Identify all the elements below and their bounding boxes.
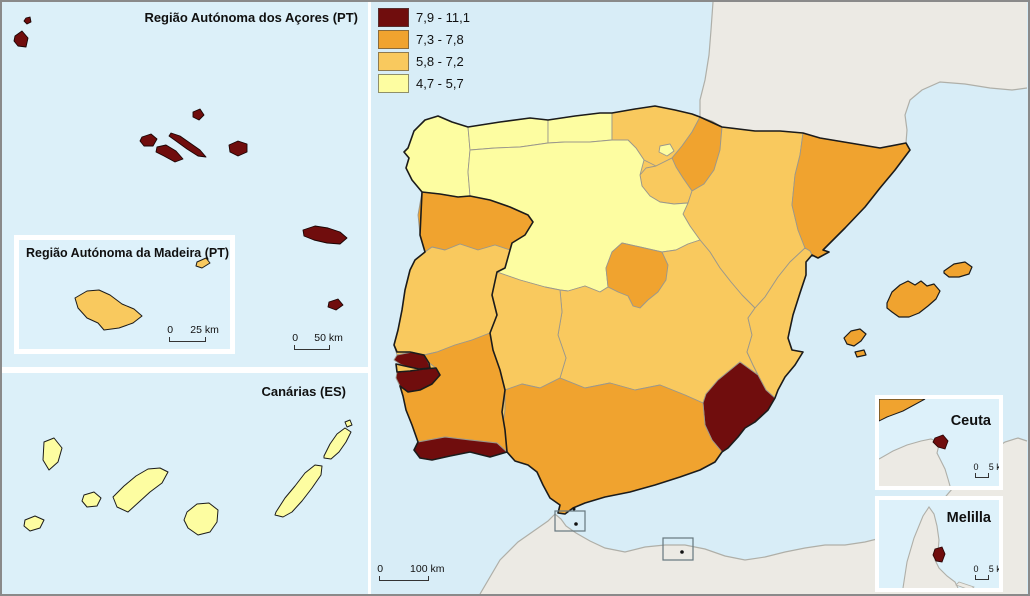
- scale-distance: 25 km: [190, 324, 219, 336]
- legend-row: 5,8 - 7,2: [378, 51, 470, 71]
- island-lanzarote: [323, 427, 352, 460]
- melilla-sea: Melilla 0 5 km: [879, 500, 999, 588]
- azores-map: [13, 16, 348, 311]
- island-mallorca: [886, 280, 941, 318]
- azores-title: Região Autónoma dos Açores (PT): [144, 10, 358, 25]
- region-galicia: [403, 115, 471, 198]
- island-sao-jorge: [168, 132, 207, 158]
- island-fuerteventura: [274, 464, 323, 518]
- legend-swatch-class3: [378, 51, 409, 71]
- coastal-spit: [955, 581, 975, 588]
- melilla-scalebar: 0 5 km: [973, 564, 999, 580]
- madeira-inset-panel: Região Autónoma da Madeira (PT) 0 25 km: [14, 235, 235, 354]
- melilla-title: Melilla: [946, 510, 991, 526]
- ceuta-inset-panel: Ceuta 0 5 km: [875, 395, 1003, 490]
- legend-row: 7,9 - 11,1: [378, 7, 470, 27]
- scale-zero: 0: [973, 564, 979, 574]
- scale-bar-glyph: [975, 473, 989, 478]
- legend-row: 7,3 - 7,8: [378, 29, 470, 49]
- scale-distance: 5 km: [988, 564, 999, 574]
- scale-distance: 100 km: [410, 563, 445, 575]
- island-madeira: [74, 289, 143, 331]
- island-sao-miguel: [302, 225, 348, 245]
- island-terceira: [228, 140, 248, 157]
- island-pico: [155, 144, 184, 163]
- legend-row: 4,7 - 5,7: [378, 73, 470, 93]
- spain-coast-fragment: [879, 399, 926, 422]
- main-map-panel: 7,9 - 11,1 7,3 - 7,8 5,8 - 7,2 4,7 - 5,7…: [371, 2, 1028, 594]
- legend-swatch-class2: [378, 29, 409, 49]
- scale-distance: 50 km: [314, 332, 343, 344]
- melilla-locator-box: [662, 537, 694, 561]
- island-ibiza: [843, 328, 867, 347]
- region-extremadura: [489, 271, 567, 391]
- madeira-map: [74, 257, 211, 331]
- island-corvo: [23, 16, 32, 25]
- island-porto-santo: [195, 257, 211, 269]
- island-la-gomera: [81, 491, 102, 508]
- region-andalucia: [501, 377, 723, 515]
- legend-label-class1: 7,9 - 11,1: [416, 9, 470, 25]
- region-ceuta: [932, 434, 949, 450]
- morocco-coast: [902, 506, 959, 588]
- region-melilla: [932, 546, 946, 563]
- island-la-palma: [42, 437, 63, 471]
- scale-zero: 0: [167, 324, 174, 336]
- island-gran-canaria: [183, 502, 219, 536]
- country-france: [700, 2, 1027, 148]
- scale-bar-glyph: [169, 337, 206, 342]
- scale-bar-glyph: [294, 345, 330, 350]
- ceuta-locator-box: [554, 510, 586, 532]
- region-cataluna: [791, 132, 911, 259]
- legend-label-class3: 5,8 - 7,2: [416, 53, 464, 69]
- scale-distance: 5 km: [988, 462, 999, 472]
- legend-swatch-class4: [378, 73, 409, 93]
- morocco-land: [879, 439, 950, 486]
- melilla-map: [902, 506, 975, 588]
- island-menorca: [943, 261, 973, 278]
- scale-bar-glyph: [379, 576, 429, 581]
- legend-swatch-class1: [378, 7, 409, 27]
- ceuta-scalebar: 0 5 km: [973, 462, 999, 478]
- madeira-title: Região Autónoma da Madeira (PT): [26, 246, 230, 260]
- scale-bar-glyph: [975, 575, 989, 580]
- legend-label-class4: 4,7 - 5,7: [416, 75, 464, 91]
- island-formentera: [854, 349, 867, 358]
- portugal-spain-border: [421, 191, 534, 453]
- island-tenerife: [112, 467, 169, 513]
- region-cantabria: [547, 112, 613, 144]
- france-coastline: [699, 2, 714, 117]
- melilla-marker-dot: [680, 550, 684, 554]
- legend-label-class2: 7,3 - 7,8: [416, 31, 464, 47]
- iberia-coast-outline: [393, 105, 911, 515]
- ceuta-title: Ceuta: [950, 413, 991, 429]
- scale-zero: 0: [377, 563, 384, 575]
- madeira-scalebar: 0 25 km: [167, 324, 219, 342]
- scale-zero: 0: [292, 332, 299, 344]
- madeira-sea: Região Autónoma da Madeira (PT) 0 25 km: [19, 240, 230, 349]
- gibraltar-dot: [572, 507, 576, 511]
- scale-zero: 0: [973, 462, 979, 472]
- azores-scalebar: 0 50 km: [292, 332, 343, 350]
- island-santa-maria: [327, 298, 344, 311]
- azores-inset-panel: Região Autónoma dos Açores (PT) 0 50 km …: [2, 2, 368, 367]
- island-graciosa: [192, 108, 205, 121]
- canarias-map: [23, 419, 353, 536]
- ceuta-sea: Ceuta 0 5 km: [879, 399, 999, 486]
- region-trevino-enclave: [658, 143, 675, 157]
- legend: 7,9 - 11,1 7,3 - 7,8 5,8 - 7,2 4,7 - 5,7: [378, 7, 470, 95]
- ceuta-marker-dot: [574, 522, 578, 526]
- france-med-coastline: [904, 81, 1028, 144]
- main-scalebar: 0 100 km: [377, 563, 444, 581]
- canarias-title: Canárias (ES): [261, 384, 346, 399]
- melilla-inset-panel: Melilla 0 5 km: [875, 496, 1003, 592]
- morocco-land: [903, 507, 958, 588]
- island-faial: [139, 133, 158, 147]
- ceuta-map: [879, 399, 951, 486]
- island-flores: [13, 30, 29, 48]
- island-el-hierro: [23, 515, 45, 532]
- canarias-inset-panel: Canárias (ES) 0 50 km: [2, 373, 368, 594]
- island-la-graciosa: [344, 419, 353, 428]
